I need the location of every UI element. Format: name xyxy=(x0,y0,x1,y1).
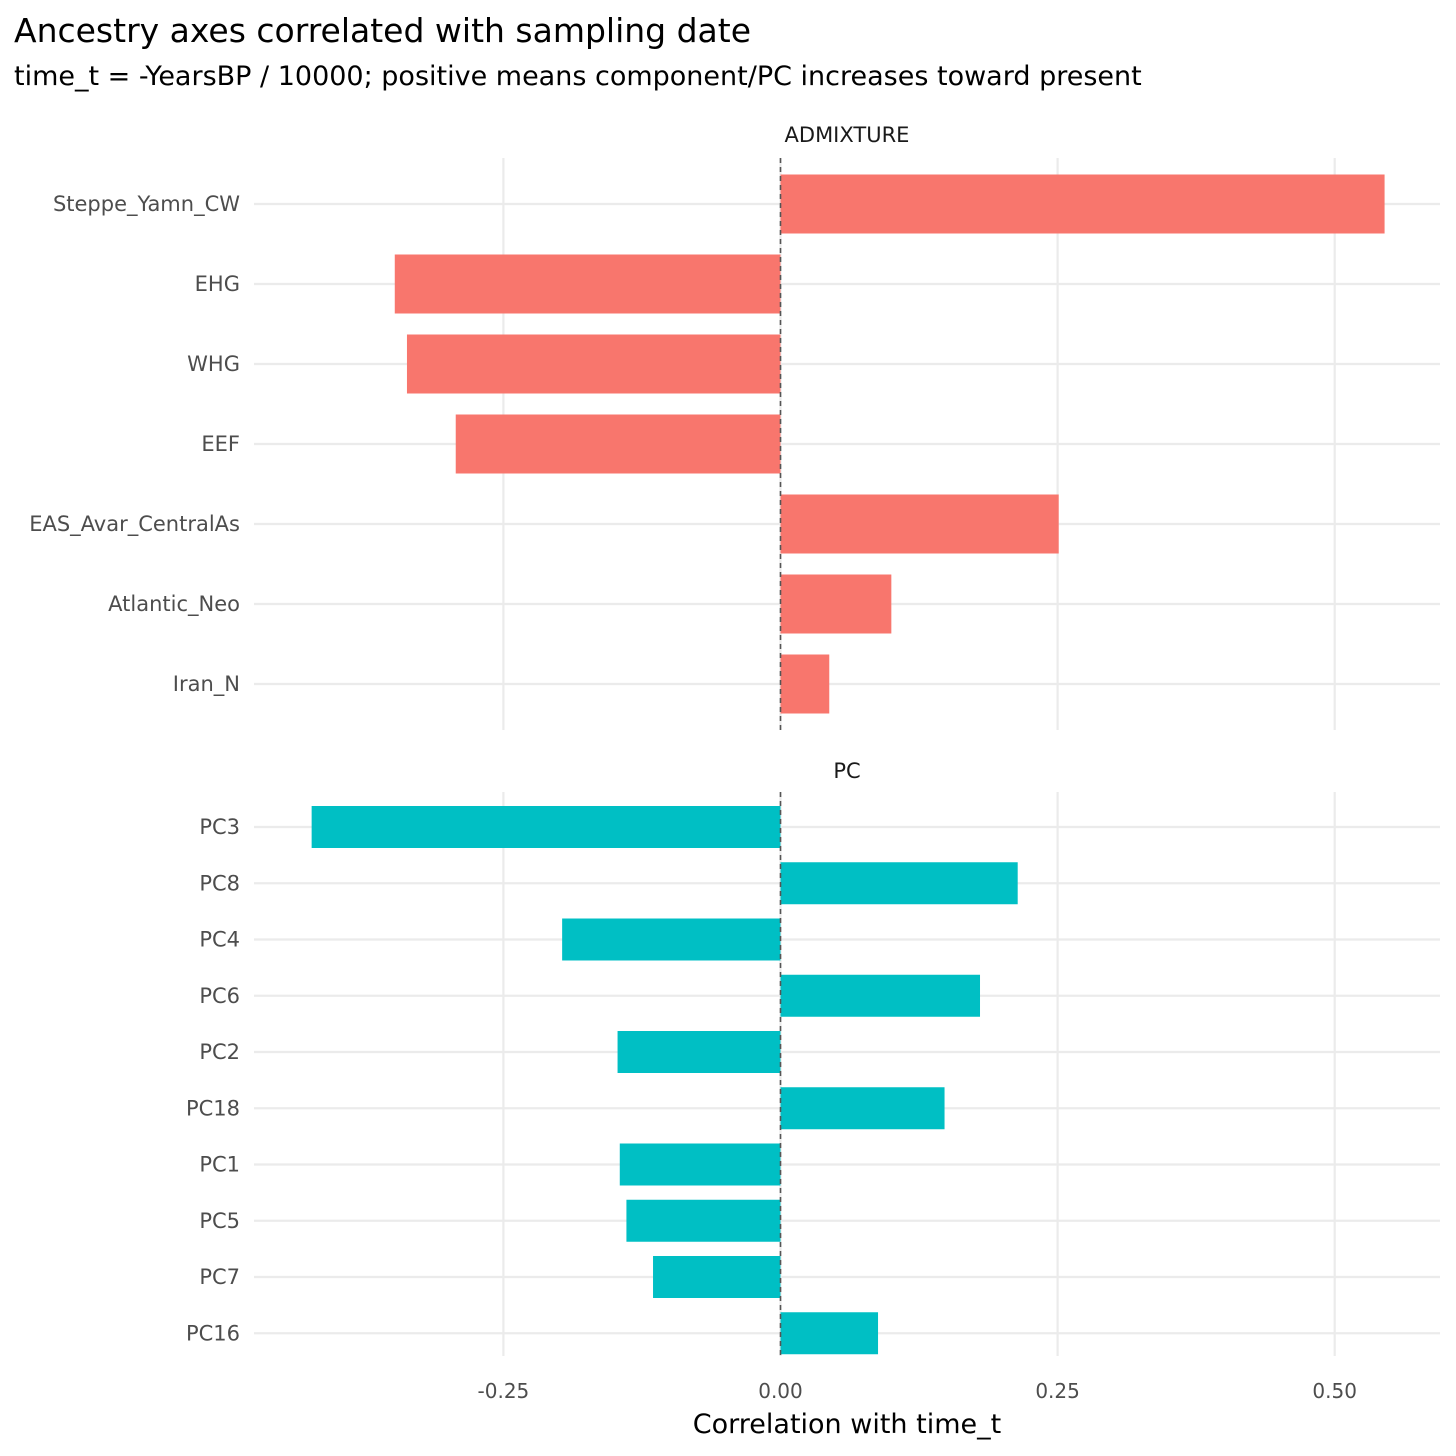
bar-whg xyxy=(406,334,781,394)
chart-title: Ancestry axes correlated with sampling d… xyxy=(14,11,751,50)
x-axis-title: Correlation with time_t xyxy=(693,1409,1001,1440)
bar-pc18 xyxy=(780,1087,945,1130)
y-tick-label: PC18 xyxy=(186,1096,240,1120)
y-tick-label: PC16 xyxy=(186,1321,240,1345)
y-tick-label: EEF xyxy=(201,432,240,456)
y-tick-label: PC2 xyxy=(199,1040,240,1064)
chart-subtitle: time_t = -YearsBP / 10000; positive mean… xyxy=(14,61,1142,92)
plot-area: ADMIXTURE Steppe_Yamn_CW EHG WHG EEF EAS_Avar… xyxy=(29,123,1440,1403)
x-tick-label: -0.25 xyxy=(478,1379,530,1403)
y-tick-label: Atlantic_Neo xyxy=(108,592,240,617)
bar-eas-avar-centralas xyxy=(780,494,1059,554)
bar-pc16 xyxy=(780,1312,879,1355)
panel-strip-label: PC xyxy=(833,759,860,783)
y-tick-label: PC1 xyxy=(199,1153,240,1177)
y-tick-label: PC8 xyxy=(199,871,240,895)
y-tick-label: PC3 xyxy=(199,815,240,839)
bar-steppe-yamn-cw xyxy=(780,174,1385,234)
y-tick-label: PC6 xyxy=(199,984,240,1008)
panel-strip-label: ADMIXTURE xyxy=(785,123,910,147)
y-tick-label: EAS_Avar_CentralAs xyxy=(29,512,240,537)
bar-eef xyxy=(455,414,781,474)
bar-pc1 xyxy=(619,1143,781,1186)
bar-pc3 xyxy=(311,806,781,848)
y-tick-label: PC5 xyxy=(199,1209,240,1233)
x-tick-label: 0.00 xyxy=(758,1379,803,1403)
bar-atlantic-neo xyxy=(780,574,892,634)
y-tick-label: Iran_N xyxy=(173,672,240,697)
bar-ehg xyxy=(394,254,781,314)
bar-pc2 xyxy=(617,1031,781,1073)
y-tick-label: PC7 xyxy=(199,1265,240,1289)
y-tick-label: PC4 xyxy=(199,928,240,952)
y-tick-label: WHG xyxy=(187,352,240,376)
x-tick-label: 0.25 xyxy=(1035,1379,1080,1403)
y-tick-label: Steppe_Yamn_CW xyxy=(53,192,240,217)
bar-pc6 xyxy=(780,974,981,1017)
y-tick-label: EHG xyxy=(195,272,240,296)
bar-iran-n xyxy=(780,654,830,714)
bar-pc8 xyxy=(780,862,1018,905)
x-tick-label: 0.50 xyxy=(1312,1379,1357,1403)
bar-pc5 xyxy=(626,1199,781,1242)
bar-pc7 xyxy=(653,1256,781,1298)
bar-pc4 xyxy=(562,918,781,961)
